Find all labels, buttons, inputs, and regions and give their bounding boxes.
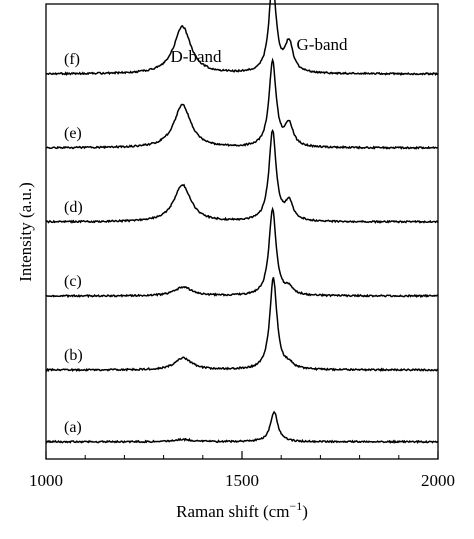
curve-labels-group: (a) (b) (c) (d) (e) (f) <box>64 51 83 436</box>
spectrum-line-f <box>45 0 439 77</box>
x-tick-label: 2000 <box>421 471 455 490</box>
y-axis-label: Intensity (a.u.) <box>16 182 35 282</box>
x-ticks-group: 1000 1500 2000 <box>29 451 455 490</box>
spectrum-line-a <box>45 410 439 445</box>
curve-label-e: (e) <box>64 125 82 142</box>
spectrum-line-c <box>45 206 439 299</box>
spectra-group <box>45 0 439 445</box>
curve-label-f: (f) <box>64 51 80 68</box>
spectrum-line-e <box>45 57 439 150</box>
curve-label-d: (d) <box>64 199 83 216</box>
d-band-annotation: D-band <box>171 47 222 66</box>
curve-label-a: (a) <box>64 419 82 436</box>
g-band-annotation: G-band <box>297 35 348 54</box>
x-tick-label: 1500 <box>225 471 259 490</box>
spectrum-line-b <box>45 277 438 373</box>
curve-label-b: (b) <box>64 347 83 364</box>
spectrum-line-d <box>45 128 439 224</box>
x-tick-label: 1000 <box>29 471 63 490</box>
curve-label-c: (c) <box>64 273 82 290</box>
x-axis-label: Raman shift (cm−1) <box>176 499 308 521</box>
